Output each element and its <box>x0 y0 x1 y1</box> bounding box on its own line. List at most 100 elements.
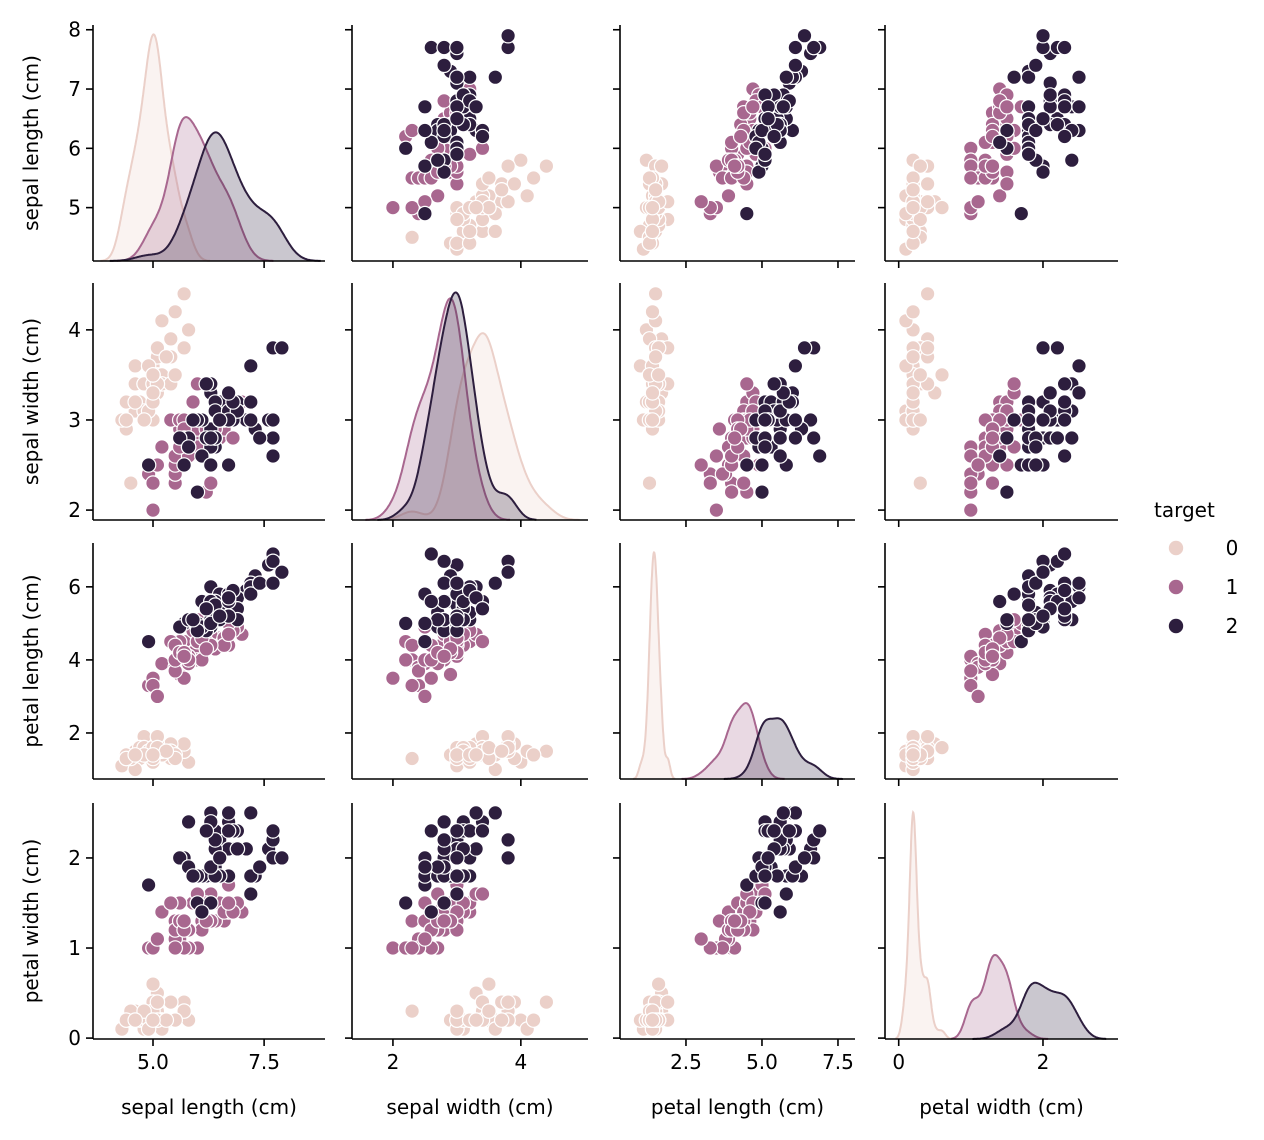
kde-fill-class-1 <box>365 298 510 520</box>
point-class-1 <box>198 641 215 657</box>
point-class-2 <box>787 430 804 446</box>
point-class-1 <box>154 655 170 672</box>
point-class-2 <box>185 611 201 628</box>
point-class-0 <box>449 211 465 228</box>
point-class-2 <box>449 575 465 591</box>
point-class-2 <box>1035 110 1051 127</box>
point-class-2 <box>1028 457 1044 473</box>
point-class-0 <box>905 385 921 401</box>
point-class-1 <box>726 158 743 174</box>
point-class-2 <box>766 128 782 145</box>
point-class-2 <box>757 146 773 163</box>
legend-entry-1: 1 <box>1168 575 1239 599</box>
point-class-2 <box>805 430 822 446</box>
point-class-2 <box>220 589 237 606</box>
point-class-2 <box>1028 439 1044 455</box>
point-class-1 <box>397 652 414 668</box>
point-class-1 <box>176 648 192 665</box>
point-class-0 <box>481 1003 497 1019</box>
point-class-1 <box>429 188 446 204</box>
point-class-0 <box>154 312 170 329</box>
panel-sepal-length-vs-petal-width <box>878 25 1118 268</box>
panel-petal-width-vs-sepal-length: 5.0 7.5 0 1 2 sepal length (cm) petal width (c… <box>19 803 325 1119</box>
y-tick-label: 6 <box>68 575 81 599</box>
point-class-2 <box>1064 430 1080 446</box>
point-class-2 <box>757 895 773 911</box>
point-class-1 <box>738 376 755 392</box>
point-class-0 <box>644 303 661 320</box>
panel-petal-width-vs-petal-width: 0 2 petal width (cm) <box>878 803 1118 1119</box>
point-class-2 <box>140 877 157 893</box>
point-class-0 <box>912 475 929 491</box>
point-class-2 <box>140 633 157 650</box>
point-class-2 <box>265 412 281 428</box>
panel-sepal-width-vs-petal-width <box>878 283 1118 527</box>
point-class-1 <box>999 99 1015 115</box>
kde-line-class-1 <box>681 702 785 780</box>
point-class-2 <box>1056 39 1073 56</box>
point-class-2 <box>265 448 281 464</box>
x-axis-label: sepal width (cm) <box>386 1095 553 1119</box>
panel-petal-length-vs-sepal-width <box>345 543 588 786</box>
kde-line-class-2 <box>723 717 843 780</box>
point-class-1 <box>984 430 1001 446</box>
point-class-2 <box>1042 87 1058 103</box>
point-class-2 <box>1020 412 1037 428</box>
point-class-2 <box>243 586 259 602</box>
kde-fill-class-0 <box>100 34 210 262</box>
point-class-0 <box>919 340 936 356</box>
point-class-1 <box>404 199 420 216</box>
point-class-0 <box>644 223 661 240</box>
point-class-2 <box>449 886 465 902</box>
point-class-2 <box>417 615 433 632</box>
point-class-1 <box>970 688 986 705</box>
point-class-2 <box>423 823 440 839</box>
point-class-1 <box>436 648 452 665</box>
point-class-1 <box>167 940 183 956</box>
legend-label: 1 <box>1226 575 1239 599</box>
x-axis-label: petal length (cm) <box>651 1095 824 1119</box>
point-class-2 <box>211 850 228 866</box>
point-class-2 <box>229 841 246 857</box>
point-class-0 <box>468 747 484 763</box>
panel-sepal-length-vs-sepal-length: 5 6 7 8 sepal length (cm) <box>19 18 325 268</box>
point-class-2 <box>265 430 281 446</box>
point-class-0 <box>644 1012 661 1028</box>
y-tick-label: 2 <box>68 498 81 522</box>
point-class-1 <box>225 430 241 446</box>
point-class-0 <box>145 1012 161 1028</box>
point-class-2 <box>1035 164 1051 180</box>
point-class-2 <box>1013 633 1030 650</box>
point-class-2 <box>468 805 484 821</box>
point-class-2 <box>417 158 433 174</box>
point-class-1 <box>1006 376 1022 392</box>
point-class-2 <box>429 611 446 628</box>
point-class-2 <box>203 430 219 446</box>
point-class-0 <box>176 285 192 302</box>
point-class-2 <box>1028 575 1044 591</box>
point-class-1 <box>984 648 1001 665</box>
point-class-0 <box>404 750 420 767</box>
point-class-2 <box>436 832 452 848</box>
point-class-1 <box>693 931 709 947</box>
kde-fill-class-1 <box>681 703 785 779</box>
point-class-2 <box>1049 116 1066 133</box>
legend-marker-class-1 <box>1168 579 1184 595</box>
point-class-1 <box>385 199 401 216</box>
y-tick-label: 8 <box>68 18 81 42</box>
point-class-0 <box>461 223 478 240</box>
x-tick-label: 2 <box>387 1050 400 1074</box>
point-class-2 <box>991 448 1008 464</box>
point-class-0 <box>644 412 661 428</box>
y-tick-label: 4 <box>68 648 81 672</box>
point-class-1 <box>711 421 728 437</box>
point-class-2 <box>449 110 465 127</box>
point-class-1 <box>474 633 491 650</box>
point-class-0 <box>127 358 143 374</box>
point-class-1 <box>145 475 161 491</box>
point-class-2 <box>180 814 197 830</box>
point-class-0 <box>912 211 929 228</box>
legend-entry-2: 2 <box>1168 614 1238 638</box>
point-class-1 <box>708 502 725 518</box>
point-class-2 <box>198 376 215 392</box>
